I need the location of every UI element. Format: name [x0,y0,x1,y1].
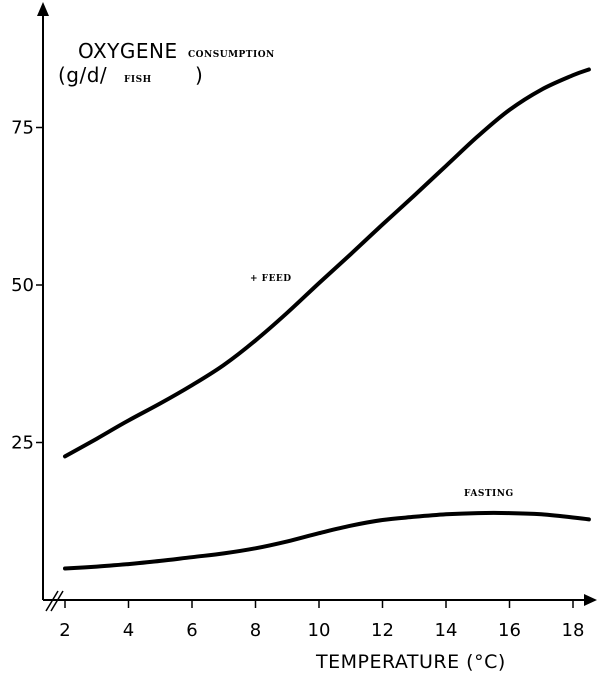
feed-series-label: + FEED [250,274,292,284]
x-axis-label: TEMPERATURE (°C) [315,651,506,673]
y-axis-label-line1-small: CONSUMPTION [188,50,275,60]
axis-break-mark [50,590,64,612]
x-tick-label: 8 [250,620,261,641]
y-axis-label-line2-open: (g/d/ [58,63,107,87]
x-tick-label: 12 [371,620,394,641]
x-tick-label: 16 [498,620,521,641]
feed-curve [63,67,591,459]
y-axis-arrow-icon [37,2,49,16]
x-axis-arrow-icon [584,594,597,606]
x-tick-label: 10 [308,620,331,641]
y-tick-label: 50 [11,275,34,296]
y-tick-label: 75 [11,118,34,139]
x-tick-label: 18 [562,620,585,641]
x-tick-label: 4 [123,620,134,641]
y-axis-label-line2-close: ) [195,63,203,87]
fasting-series-label: FASTING [464,489,514,499]
y-axis-label-line1: OXYGENE [78,39,178,63]
x-tick-label: 14 [435,620,458,641]
y-axis-label-line2-small: FISH [124,75,152,85]
x-tick-label: 2 [59,620,70,641]
fasting-curve [63,510,591,571]
axis-break-mark [45,590,59,612]
y-tick-label: 25 [11,433,34,454]
x-tick-label: 6 [186,620,197,641]
